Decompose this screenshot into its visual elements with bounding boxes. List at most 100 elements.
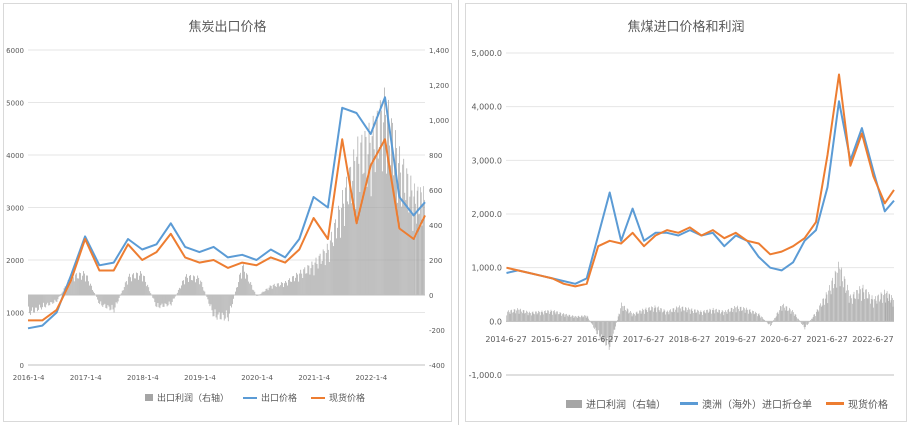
profit-bar xyxy=(536,314,538,322)
profit-bar xyxy=(776,313,778,322)
profit-bar xyxy=(741,310,743,322)
profit-bar xyxy=(539,311,540,322)
profit-bar xyxy=(272,285,274,295)
profit-bar xyxy=(755,311,757,322)
profit-bar xyxy=(653,308,655,322)
profit-bar xyxy=(105,295,107,308)
x-tick-label: 2020-1-4 xyxy=(241,374,273,382)
profit-bar xyxy=(265,288,267,295)
profit-bar xyxy=(524,313,526,322)
profit-bar xyxy=(721,312,722,322)
profit-bar xyxy=(79,272,80,295)
profit-bar xyxy=(588,318,589,322)
profit-bar xyxy=(585,315,586,322)
profit-bar xyxy=(262,291,264,295)
x-tick-label: 2021-1-4 xyxy=(298,374,330,382)
profit-bar xyxy=(394,161,395,295)
profit-bar xyxy=(366,186,368,295)
profit-bar xyxy=(889,294,891,322)
profit-bar xyxy=(562,314,563,322)
profit-bar xyxy=(154,295,156,303)
profit-bar xyxy=(184,284,185,295)
profit-bar xyxy=(860,289,861,322)
profit-bar xyxy=(138,279,139,295)
profit-bar xyxy=(381,171,383,295)
profit-bar xyxy=(839,286,841,322)
profit-bar xyxy=(826,294,828,322)
profit-bar xyxy=(707,309,708,322)
profit-bar xyxy=(870,299,872,322)
profit-bar xyxy=(506,315,508,322)
profit-bar xyxy=(575,315,576,322)
profit-bar xyxy=(377,158,379,295)
profit-bar xyxy=(131,281,132,295)
profit-bar xyxy=(746,307,748,322)
profit-bar xyxy=(661,308,662,322)
profit-bar xyxy=(420,187,421,295)
profit-bar xyxy=(882,302,883,322)
profit-bar xyxy=(785,306,787,322)
profit-bar xyxy=(55,295,57,302)
y-right-tick-label: 800 xyxy=(429,152,442,160)
profit-bar xyxy=(766,321,768,323)
profit-bar xyxy=(242,265,243,295)
profit-bar xyxy=(74,274,76,295)
profit-bar xyxy=(214,295,216,310)
profit-bar xyxy=(788,310,789,322)
profit-bar xyxy=(200,280,202,295)
profit-bar xyxy=(87,275,88,295)
profit-bar xyxy=(101,295,103,306)
profit-bar xyxy=(672,308,674,322)
profit-bar xyxy=(581,315,583,322)
profit-bar xyxy=(888,300,889,322)
profit-bar xyxy=(225,295,227,311)
profit-bar xyxy=(157,295,159,303)
profit-bar xyxy=(223,295,225,321)
profit-bar xyxy=(673,308,675,322)
profit-bar xyxy=(578,315,580,322)
profit-bar xyxy=(828,290,829,322)
profit-bar xyxy=(104,295,106,304)
y-right-tick-label: 200 xyxy=(429,257,442,265)
profit-bar xyxy=(662,312,663,322)
panel-divider xyxy=(458,0,459,425)
profit-bar xyxy=(791,311,793,322)
profit-bar xyxy=(227,295,229,322)
profit-bar xyxy=(512,312,513,322)
profit-bar xyxy=(622,310,624,322)
profit-bar xyxy=(557,311,558,322)
x-tick-label: 2020-6-27 xyxy=(760,335,801,344)
profit-bar xyxy=(843,287,844,322)
profit-bar xyxy=(380,110,382,295)
profit-bar xyxy=(712,309,713,322)
profit-bar xyxy=(334,222,335,295)
profit-bar xyxy=(821,305,823,322)
profit-bar xyxy=(230,295,232,308)
profit-bar xyxy=(171,295,173,302)
profit-bar xyxy=(892,297,893,322)
profit-bar xyxy=(594,321,595,329)
profit-bar xyxy=(757,314,759,322)
profit-bar xyxy=(857,299,859,322)
profit-bar xyxy=(91,285,92,295)
profit-bar xyxy=(732,312,734,322)
profit-bar xyxy=(590,321,592,323)
profit-bar xyxy=(560,312,562,322)
profit-bar xyxy=(532,311,534,322)
x-tick-label: 2021-6-27 xyxy=(806,335,847,344)
profit-bar xyxy=(168,295,170,302)
profit-bar xyxy=(159,295,161,309)
profit-bar xyxy=(341,207,342,295)
profit-bar xyxy=(629,312,630,322)
profit-bar xyxy=(92,289,93,295)
profit-bar xyxy=(701,312,702,322)
profit-bar xyxy=(86,275,87,295)
profit-bar xyxy=(275,286,277,295)
profit-bar xyxy=(339,209,340,295)
profit-bar xyxy=(400,172,402,295)
profit-bar xyxy=(279,285,281,295)
profit-bar xyxy=(559,312,561,322)
profit-bar xyxy=(332,246,334,295)
profit-bar xyxy=(854,298,856,322)
profit-bar xyxy=(615,321,616,327)
